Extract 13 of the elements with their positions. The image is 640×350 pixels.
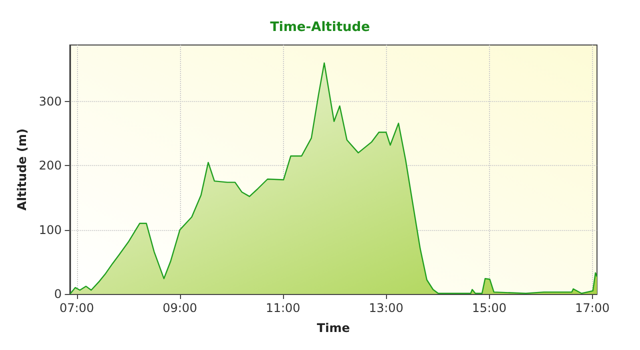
x-tick-label: 11:00 [266, 301, 300, 315]
x-tick-label: 07:00 [59, 301, 94, 315]
y-tick-label: 100 [38, 222, 62, 237]
x-axis-title: Time [316, 321, 350, 335]
y-axis-title: Altitude (m) [15, 128, 29, 210]
x-tick-label: 15:00 [472, 301, 507, 315]
chart-title: Time-Altitude [270, 20, 370, 35]
x-tick-label: 13:00 [368, 301, 404, 315]
y-tick-label: 200 [38, 158, 62, 173]
x-tick-label: 09:00 [162, 301, 198, 315]
y-tick-label: 300 [38, 94, 62, 108]
x-tick-label: 17:00 [575, 301, 610, 315]
y-tick-label: 0 [54, 287, 62, 301]
